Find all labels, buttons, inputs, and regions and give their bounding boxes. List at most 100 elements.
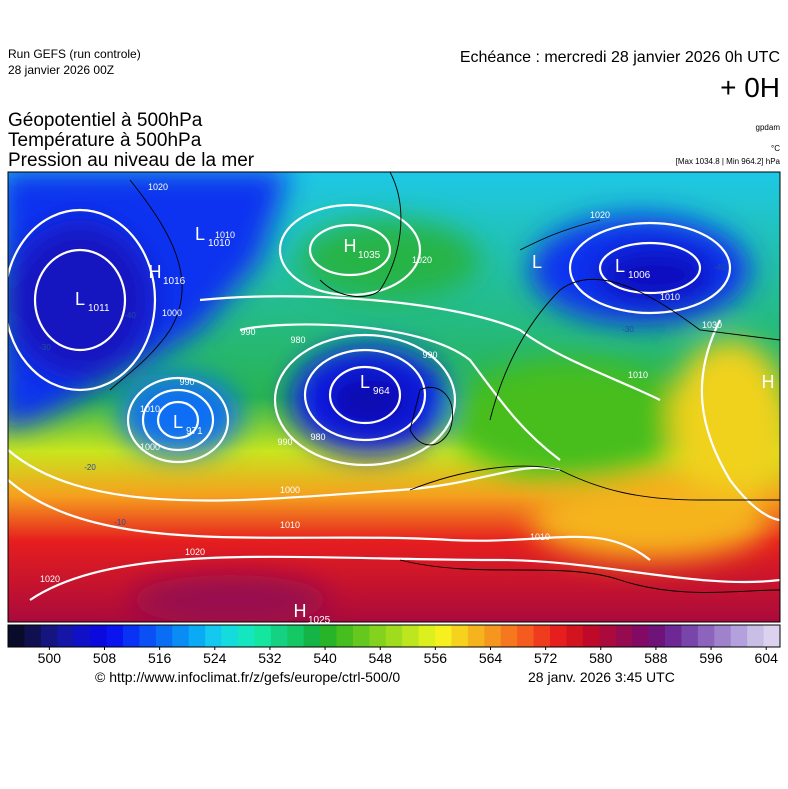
colorbar-swatch [320, 625, 338, 647]
colorbar-tick-label: 580 [589, 650, 613, 666]
colorbar-frame [7, 624, 781, 648]
center-symbol: L [195, 224, 205, 244]
colorbar-swatch [237, 625, 255, 647]
colorbar-swatch [451, 625, 469, 647]
forecast: Echéance : mercredi 28 janvier 2026 0h U… [460, 49, 780, 66]
colorbar-tick-label: 596 [699, 650, 723, 666]
map [8, 172, 780, 622]
colorbar-tick-label: 516 [148, 650, 172, 666]
colorbar-swatch [254, 625, 272, 647]
center-symbol: H [762, 372, 775, 392]
colorbar-swatch [139, 625, 157, 647]
colorbar-swatch [615, 625, 633, 647]
colorbar-tick-label: 532 [258, 650, 282, 666]
colorbar-swatch [8, 625, 25, 647]
isobar-label: 1000 [162, 308, 182, 318]
colorbar-swatch [500, 625, 518, 647]
colorbar-swatch [106, 625, 124, 647]
center-value: 1011 [88, 303, 110, 314]
colorbar-swatch [336, 625, 354, 647]
colorbar-swatch [533, 625, 551, 647]
field: Géopotentiel à 500hPa [8, 110, 203, 131]
unit: gpdam [756, 123, 781, 132]
isobar-label: 980 [310, 432, 325, 442]
colorbar-tick-label: 540 [313, 650, 337, 666]
colorbar-swatch [697, 625, 715, 647]
isobar-label: 980 [290, 335, 305, 345]
run-date: 28 janvier 2026 00Z [8, 63, 114, 77]
colorbar-swatch [73, 625, 91, 647]
colorbar-tick-label: 508 [93, 650, 117, 666]
isobar-label: 1020 [148, 182, 168, 192]
colorbar-swatch [747, 625, 765, 647]
colorbar-tick-label: 524 [203, 650, 227, 666]
colorbar-swatch [648, 625, 666, 647]
isobar-label: 1000 [140, 442, 160, 452]
colorbar-swatch [467, 625, 485, 647]
center-symbol: L [75, 289, 85, 309]
colorbar-swatch [599, 625, 617, 647]
colorbar-swatch [665, 625, 682, 647]
colorbar-tick-label: 564 [479, 650, 503, 666]
isobar-label: 1030 [702, 320, 722, 330]
colorbar-swatch [172, 625, 190, 647]
colorbar-swatch [681, 625, 699, 647]
colorbar-swatch [402, 625, 420, 647]
temperature-label: -30 [39, 343, 51, 352]
isobar-label: 1020 [590, 210, 610, 220]
lead: + 0H [720, 72, 780, 103]
colorbar-swatch [418, 625, 436, 647]
colorbar-swatch [435, 625, 452, 647]
center-symbol: L [173, 412, 183, 432]
isobar-label: 1010 [530, 532, 550, 542]
colorbar-swatch [369, 625, 387, 647]
colorbar-swatch [205, 625, 223, 647]
center-value: 964 [373, 386, 390, 397]
colorbar-swatch [517, 625, 535, 647]
isobar-label: 1020 [412, 255, 432, 265]
colorbar-tick-label: 572 [534, 650, 558, 666]
run: Run GEFS (run controle) [8, 47, 141, 61]
colorbar-swatch [714, 625, 732, 647]
temperature-label: -40 [124, 311, 136, 320]
colorbar-swatch [385, 625, 403, 647]
isobar-label: 1010 [215, 230, 235, 240]
center-symbol: L [532, 252, 542, 272]
temperature-label: -20 [84, 463, 96, 472]
center-symbol: H [344, 236, 357, 256]
coastlines [109, 172, 780, 593]
colorbar-swatch [484, 625, 502, 647]
map-frame [7, 171, 781, 623]
center-symbol: H [294, 601, 307, 621]
isobar-label: 990 [179, 377, 194, 387]
colorbar-swatch [763, 625, 781, 647]
colorbar-tick-label: 604 [755, 650, 779, 666]
colorbar-swatch [582, 625, 600, 647]
center-symbol: L [615, 256, 625, 276]
colorbar-swatch [90, 625, 108, 647]
field: Température à 500hPa [8, 130, 202, 151]
colorbar-swatch [40, 625, 58, 647]
isobar-label: 990 [422, 350, 437, 360]
center-symbol: H [149, 262, 162, 282]
temperature-label: -40 [714, 263, 726, 272]
colorbar-swatch [730, 625, 748, 647]
colorbar-swatch [632, 625, 650, 647]
isobars [8, 203, 780, 601]
colorbar-swatch [57, 625, 75, 647]
colorbar-swatch [270, 625, 288, 647]
colorbar-swatch [550, 625, 567, 647]
colorbar-tick-label: 588 [644, 650, 668, 666]
center-value: 1010 [208, 238, 231, 249]
colorbar-swatch [221, 625, 239, 647]
isobar-label: 1010 [660, 292, 680, 302]
source: © http://www.infoclimat.fr/z/gefs/europe… [95, 669, 400, 685]
colorbar-tick-label: 556 [424, 650, 448, 666]
colorbar-swatch [303, 625, 321, 647]
center-value: 1035 [358, 250, 381, 261]
colorbar-swatch [155, 625, 173, 647]
colorbar-tick-label: 548 [369, 650, 393, 666]
colorbar-swatch [24, 625, 42, 647]
center-value: 1016 [163, 276, 186, 287]
